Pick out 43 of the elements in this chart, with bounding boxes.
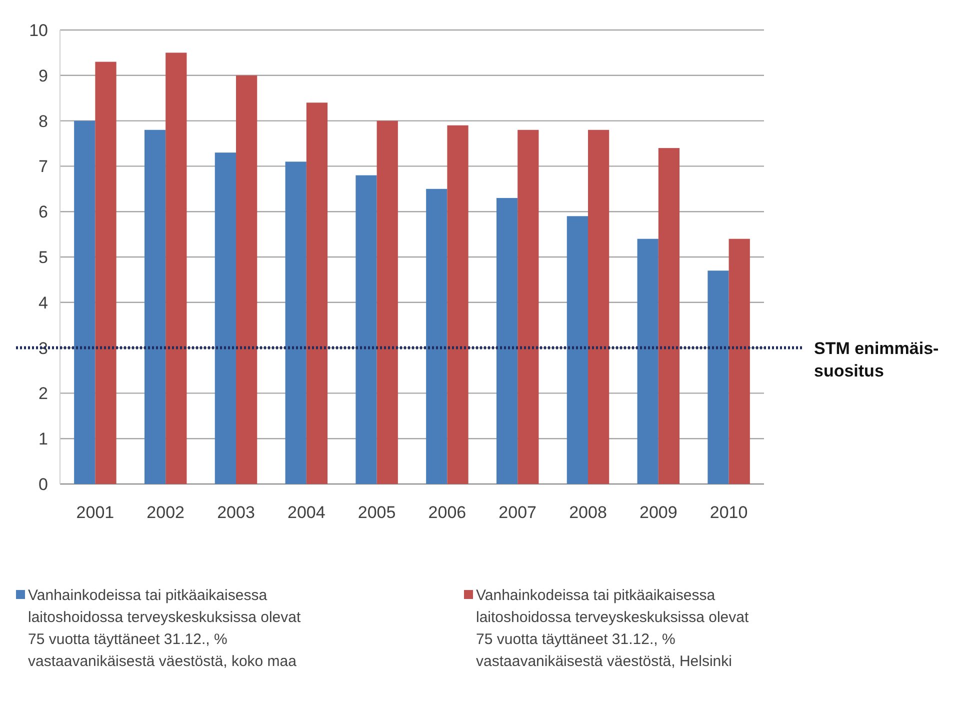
bar [144,130,166,484]
bar [236,75,258,484]
bar [74,120,96,484]
x-tick-label: 2003 [217,503,255,522]
bar [637,238,658,484]
y-tick-label: 9 [38,66,48,86]
x-tick-label: 2001 [76,503,114,522]
x-tick-label: 2009 [639,503,678,522]
bar [426,188,448,484]
bar [566,216,588,484]
bar [95,62,116,484]
x-tick-label: 2004 [287,503,326,522]
x-tick-label: 2006 [428,503,466,522]
bar [214,152,236,484]
y-tick-label: 10 [29,20,48,40]
legend-label: Vanhainkodeissa tai pitkäaikaisessa laitoshoidossa terveyskeskuksissa olevat 75 vuotta täyttäneet 31.12., % vastaavanikäisestä väestöstä, koko maa [28,587,302,670]
ref-line-label: STM enimmäis- suositus [814,338,939,381]
bar [356,175,377,484]
bar [376,120,398,484]
y-tick-label: 6 [38,202,48,222]
y-tick-label: 5 [38,248,48,267]
bar [285,162,306,484]
x-tick-label: 2005 [358,503,396,522]
y-tick-label: 1 [38,430,48,449]
bar [447,125,468,484]
bar [728,238,750,484]
bar [496,198,518,484]
bar [306,102,328,484]
y-tick-label: 2 [38,384,48,404]
bar [518,130,539,484]
x-tick-label: 2007 [498,503,537,522]
bar [588,130,610,484]
legend-label: Vanhainkodeissa tai pitkäaikaisessa laitoshoidossa terveyskeskuksissa olevat 75 vuotta täyttäneet 31.12., % vastaavanikäisestä väestöstä, Helsinki [476,587,750,670]
bar [708,270,729,484]
bar [658,148,680,484]
bar [166,52,187,484]
x-tick-label: 2002 [146,503,185,522]
x-tick-label: 2008 [569,503,607,522]
y-tick-label: 8 [38,112,48,131]
x-tick-label: 2010 [710,503,748,522]
y-tick-label: 7 [38,157,48,176]
y-tick-label: 4 [38,293,48,312]
y-tick-label: 0 [38,474,48,494]
